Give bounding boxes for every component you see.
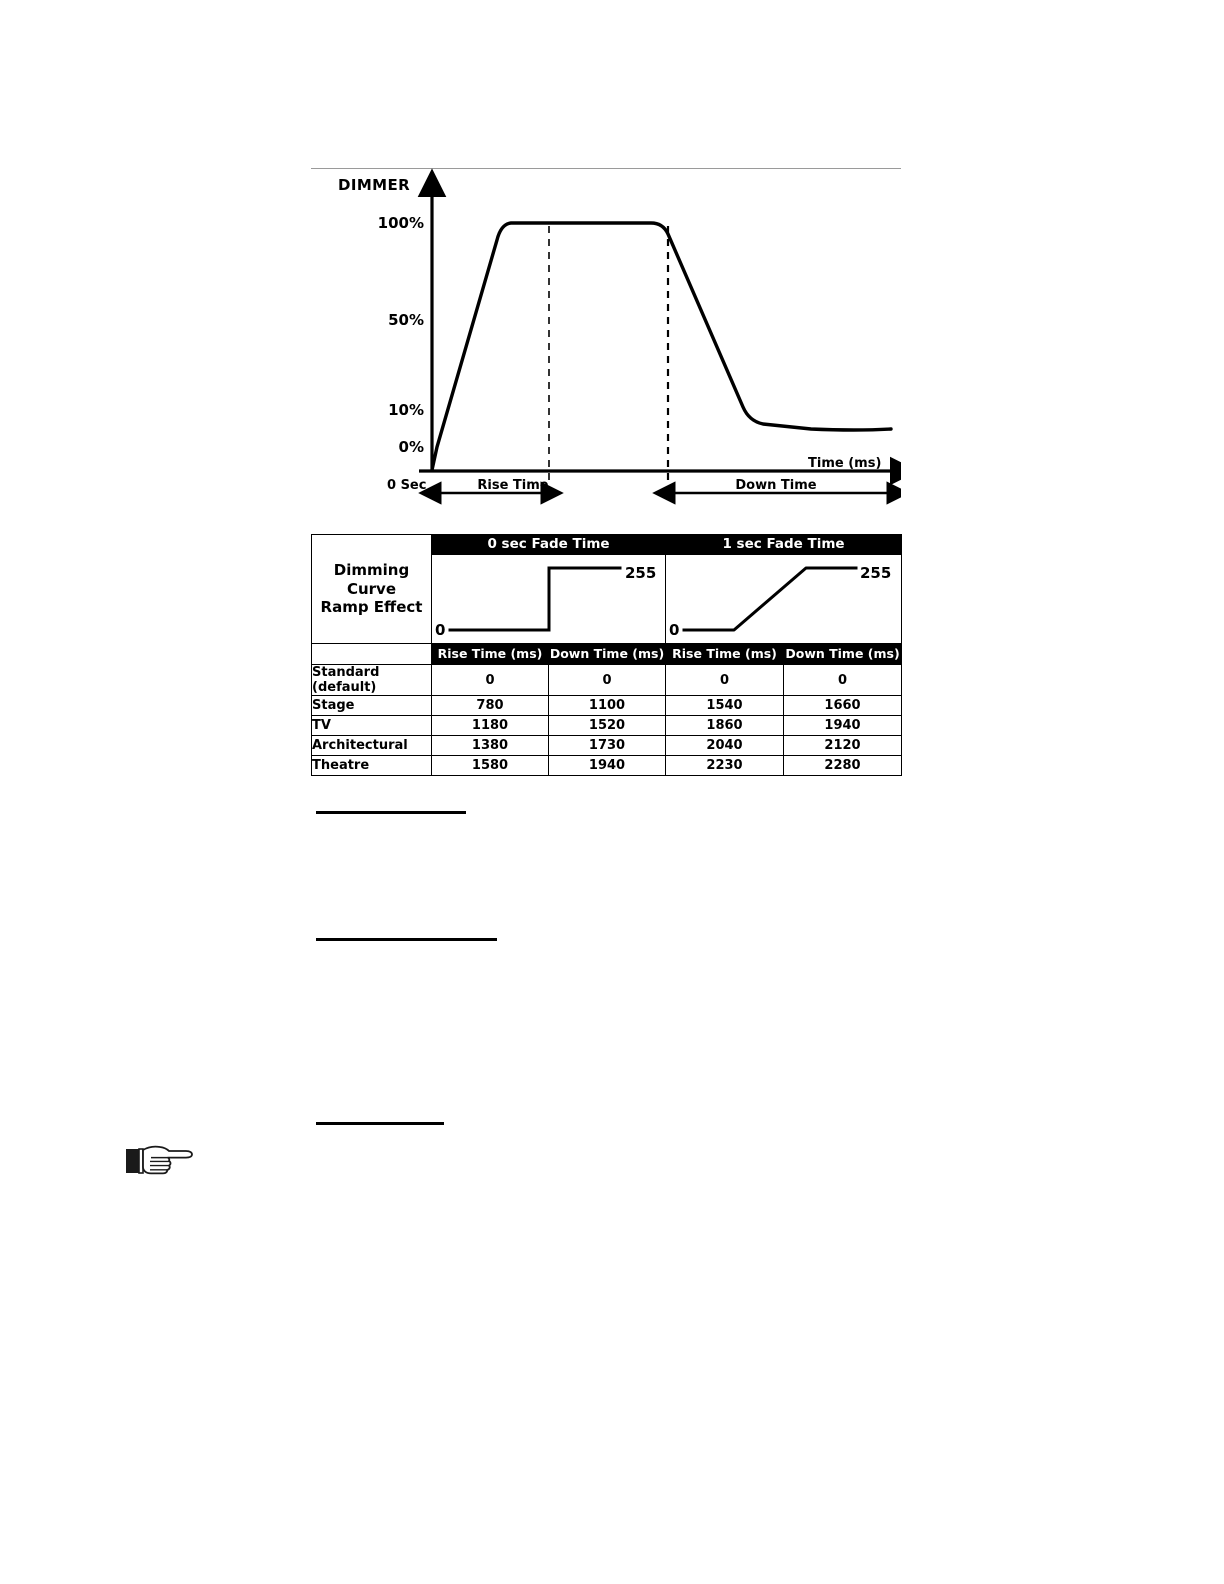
cell-standard-rise-1sec: 0 (665, 664, 785, 696)
cell-tv-rise-0sec: 1180 (431, 715, 549, 736)
section-heading-rule-3 (316, 1122, 444, 1125)
dimming-curve-table: Dimming Curve Ramp Effect 0 sec Fade Tim… (311, 534, 903, 776)
table-row: Stage 780 1100 1540 1660 (311, 695, 903, 716)
cell-architectural-rise-0sec: 1380 (431, 735, 549, 756)
section-heading-rule-2 (316, 938, 497, 941)
table-row: Standard (default) 0 0 0 0 (311, 664, 903, 696)
ramp-diagram-0sec-cell: 0 255 (430, 554, 667, 644)
row-label-standard: Standard (default) (311, 664, 432, 696)
row-label-stage: Stage (311, 695, 432, 716)
y-tick-label-50: 50% (388, 311, 424, 329)
y-tick-label-10: 10% (388, 401, 424, 419)
cell-stage-down-0sec: 1100 (547, 695, 667, 716)
cell-standard-down-0sec: 0 (547, 664, 667, 696)
curve-label-line-2: Ramp Effect (320, 598, 423, 617)
table-row-fade-group-headers: Dimming Curve Ramp Effect 0 sec Fade Tim… (311, 534, 903, 644)
column-header-rise-0sec: Rise Time (ms) (431, 643, 549, 665)
dimmer-curve-plot (417, 168, 901, 505)
cell-tv-down-0sec: 1520 (547, 715, 667, 736)
section-heading-rule-1 (316, 811, 466, 814)
cell-architectural-down-1sec: 2120 (783, 735, 903, 756)
dimmer-graph-figure: DIMMER 100% 50% 10% 0% Time (ms) 0 Sec R… (311, 168, 901, 508)
cell-tv-down-1sec: 1940 (783, 715, 903, 736)
table-row: Architectural 1380 1730 2040 2120 (311, 735, 903, 756)
row-label-tv: TV (311, 715, 432, 736)
ramp-max-label-0sec: 255 (625, 564, 656, 582)
cell-theatre-rise-0sec: 1580 (431, 755, 549, 776)
ramp-min-label-0sec: 0 (435, 621, 445, 639)
column-header-down-0sec: Down Time (ms) (547, 643, 667, 665)
fade-group-header-1sec: 1 sec Fade Time (665, 534, 903, 555)
table-row: Theatre 1580 1940 2230 2280 (311, 755, 903, 776)
cell-architectural-down-0sec: 1730 (547, 735, 667, 756)
column-header-down-1sec: Down Time (ms) (783, 643, 903, 665)
ramp-diagram-1sec-cell: 0 255 (665, 554, 903, 644)
cell-theatre-down-0sec: 1940 (547, 755, 667, 776)
figure-top-divider (311, 168, 901, 169)
row-label-theatre: Theatre (311, 755, 432, 776)
table-row: TV 1180 1520 1860 1940 (311, 715, 903, 736)
cell-standard-rise-0sec: 0 (431, 664, 549, 696)
cell-stage-down-1sec: 1660 (783, 695, 903, 716)
ramp-min-label-1sec: 0 (669, 621, 679, 639)
table-row-column-headers: Rise Time (ms) Down Time (ms) Rise Time … (311, 643, 903, 665)
cell-architectural-rise-1sec: 2040 (665, 735, 785, 756)
table-row-ramp-diagrams: 0 255 0 255 (312, 554, 903, 644)
dimming-curve-label-cell: Dimming Curve Ramp Effect (311, 534, 432, 644)
ramp-slope-diagram: 0 255 (669, 564, 891, 639)
curve-label-line-1: Dimming Curve (333, 560, 410, 598)
cell-standard-down-1sec: 0 (783, 664, 903, 696)
y-tick-label-100: 100% (377, 214, 424, 232)
cell-theatre-rise-1sec: 2230 (665, 755, 785, 776)
ramp-max-label-1sec: 255 (860, 564, 891, 582)
y-tick-label-0: 0% (398, 438, 424, 456)
ramp-step-diagram: 0 255 (435, 564, 656, 639)
pointing-hand-icon (126, 1145, 193, 1175)
x-axis-origin-label: 0 Sec (387, 478, 427, 493)
cell-stage-rise-1sec: 1540 (665, 695, 785, 716)
column-header-rise-1sec: Rise Time (ms) (665, 643, 785, 665)
y-axis-title: DIMMER (338, 176, 411, 194)
fade-group-header-0sec: 0 sec Fade Time (430, 534, 667, 555)
x-axis-label: Time (ms) (808, 456, 882, 471)
row-label-architectural: Architectural (311, 735, 432, 756)
cell-tv-rise-1sec: 1860 (665, 715, 785, 736)
table-corner-cell (311, 643, 432, 665)
cell-stage-rise-0sec: 780 (431, 695, 549, 716)
cell-theatre-down-1sec: 2280 (783, 755, 903, 776)
